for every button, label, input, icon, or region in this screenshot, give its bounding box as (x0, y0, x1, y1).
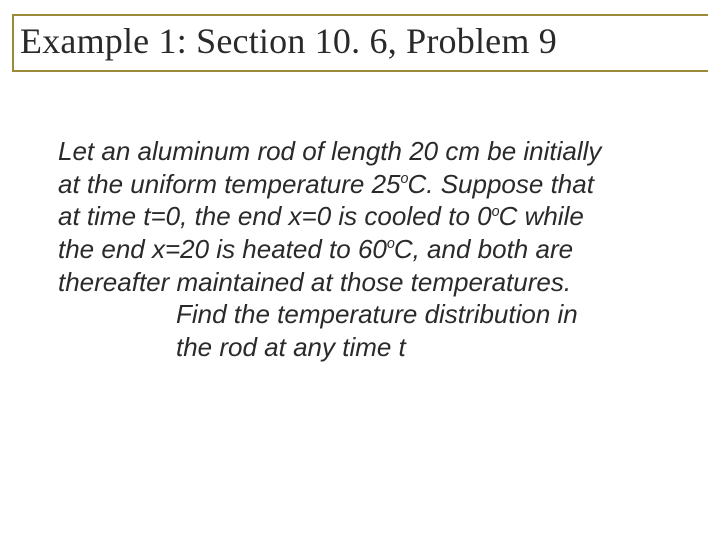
body-line-3b: C while (499, 201, 584, 231)
body-line-3a: at time t=0, the end x=0 is cooled to 0 (58, 201, 492, 231)
body-line-5: thereafter maintained at those temperatu… (58, 267, 680, 298)
body-sub-1: Find the temperature distribution in (176, 299, 680, 330)
slide: Example 1: Section 10. 6, Problem 9 Let … (0, 0, 720, 540)
body-text: Let an aluminum rod of length 20 cm be i… (58, 136, 680, 363)
slide-title: Example 1: Section 10. 6, Problem 9 (14, 22, 708, 62)
title-region: Example 1: Section 10. 6, Problem 9 (12, 14, 708, 72)
body-sub-2: the rod at any time t (176, 332, 680, 363)
body-line-2: at the uniform temperature 25oC. Suppose… (58, 169, 680, 200)
body-line-3: at time t=0, the end x=0 is cooled to 0o… (58, 201, 680, 232)
body-line-4: the end x=20 is heated to 60oC, and both… (58, 234, 680, 265)
body-line-2b: C. Suppose that (407, 169, 593, 199)
title-border: Example 1: Section 10. 6, Problem 9 (12, 14, 708, 72)
body-line-4a: the end x=20 is heated to 60 (58, 234, 387, 264)
body-line-1: Let an aluminum rod of length 20 cm be i… (58, 136, 680, 167)
body-line-4b: C, and both are (394, 234, 573, 264)
body-line-2a: at the uniform temperature 25 (58, 169, 401, 199)
